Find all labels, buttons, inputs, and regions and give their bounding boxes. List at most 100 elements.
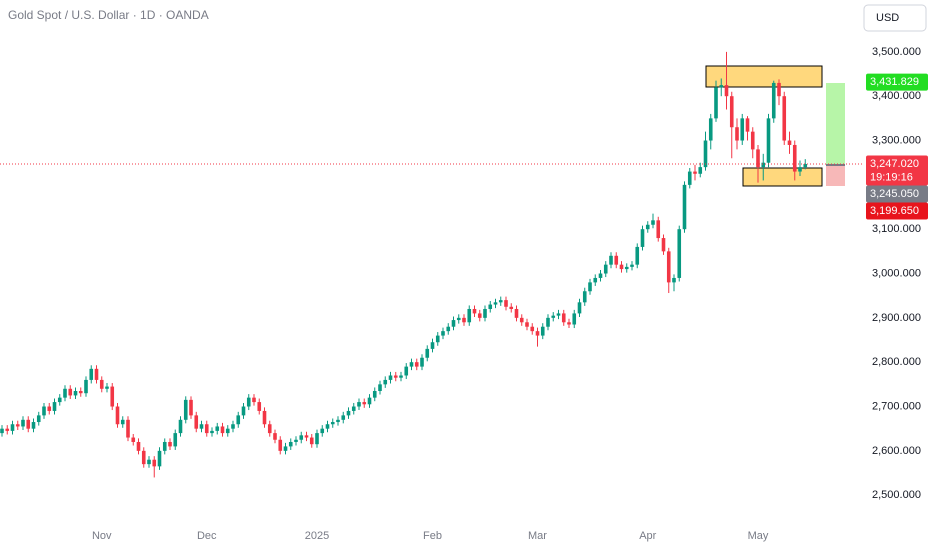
- candle-body: [682, 184, 687, 230]
- candle-body: [714, 87, 718, 119]
- candle-body: [63, 388, 67, 398]
- candle-body: [47, 406, 52, 411]
- candle-body: [724, 85, 729, 97]
- candle-body: [267, 424, 272, 434]
- x-tick-label: Dec: [197, 530, 217, 542]
- resistance-zone: [705, 65, 823, 88]
- y-tick-label: 2,900.000: [872, 312, 921, 324]
- candle-body: [388, 375, 393, 380]
- currency-button[interactable]: [863, 4, 927, 32]
- candle-body: [750, 131, 755, 150]
- price-label-box: [866, 155, 928, 186]
- candle-body: [488, 304, 493, 309]
- candle-body: [782, 96, 787, 141]
- candle-body: [68, 388, 73, 396]
- candle-body: [157, 450, 162, 467]
- candle-body: [666, 251, 671, 283]
- candle-body: [624, 266, 629, 270]
- candle-body: [362, 402, 367, 405]
- candle-body: [346, 410, 351, 416]
- candle-body: [57, 397, 62, 403]
- candle-body: [567, 322, 571, 325]
- price-label-box: [866, 202, 928, 220]
- candle-body: [89, 368, 94, 380]
- candle-body: [351, 406, 356, 411]
- stop-area: [826, 165, 845, 186]
- currency-label[interactable]: USD: [876, 12, 899, 24]
- x-tick-label: Mar: [528, 530, 547, 542]
- candle-body: [288, 441, 293, 447]
- candle-body: [493, 302, 498, 305]
- candle-body: [204, 424, 209, 434]
- candle-body: [309, 437, 314, 445]
- candle-body: [273, 433, 277, 440]
- candle-body: [719, 85, 724, 88]
- candle-body: [420, 357, 424, 367]
- candle-body: [677, 229, 682, 278]
- candle-body: [304, 435, 309, 438]
- price-label: 3,199.650: [870, 205, 919, 217]
- candle-body: [462, 317, 466, 323]
- candle-body: [603, 264, 608, 274]
- candle-body: [120, 419, 125, 425]
- candle-body: [477, 313, 482, 318]
- candle-body: [110, 386, 115, 407]
- candle-body: [5, 428, 10, 431]
- candle-body: [131, 437, 136, 442]
- candle-body: [561, 313, 566, 323]
- candle-body: [315, 433, 319, 445]
- candle-body: [357, 402, 361, 407]
- candle-body: [0, 428, 4, 434]
- candle-body: [404, 366, 409, 376]
- candle-body: [593, 277, 598, 283]
- candle-body: [136, 441, 141, 451]
- candle-body: [708, 118, 713, 141]
- price-label: 3,245.050: [870, 188, 919, 200]
- candle-body: [168, 441, 172, 447]
- candle-body: [645, 224, 650, 230]
- candle-body: [73, 390, 78, 396]
- candle-body: [698, 167, 703, 174]
- candle-body: [619, 264, 624, 270]
- target-area: [826, 83, 845, 165]
- candle-body: [651, 220, 655, 225]
- candle-body: [803, 164, 808, 168]
- candle-body: [341, 415, 346, 420]
- candle-body: [236, 415, 241, 425]
- candle-body: [756, 149, 760, 168]
- candle-body: [126, 419, 130, 438]
- candle-body: [588, 282, 592, 292]
- candle-body: [84, 379, 88, 394]
- candle-body: [299, 435, 304, 440]
- candle-body: [514, 308, 519, 318]
- candle-body: [425, 348, 430, 358]
- candle-body: [31, 422, 36, 429]
- candle-body: [94, 368, 99, 380]
- candle-body: [330, 422, 335, 425]
- candle-body: [729, 96, 734, 128]
- candle-body: [735, 127, 739, 141]
- candle-body: [530, 326, 535, 332]
- candle-body: [598, 273, 603, 278]
- candle-body: [183, 399, 188, 420]
- y-tick-label: 3,400.000: [872, 90, 921, 102]
- x-tick-label: Apr: [639, 530, 656, 542]
- candle-body: [99, 379, 104, 389]
- candle-body: [535, 331, 540, 336]
- candle-body: [656, 220, 661, 239]
- price-label-box: [866, 185, 928, 203]
- candle-body: [740, 118, 745, 141]
- y-tick-label: 2,800.000: [872, 356, 921, 368]
- candle-body: [10, 424, 15, 431]
- candle-body: [498, 300, 503, 303]
- price-label: 3,247.020: [870, 158, 919, 170]
- candle-body: [504, 300, 508, 307]
- x-tick-label: Feb: [423, 530, 442, 542]
- y-tick-label: 2,600.000: [872, 445, 921, 457]
- candle-body: [703, 140, 708, 168]
- candle-body: [220, 426, 225, 434]
- price-label-box: [866, 73, 928, 91]
- candle-body: [367, 397, 372, 405]
- x-tick-label: 2025: [305, 530, 329, 542]
